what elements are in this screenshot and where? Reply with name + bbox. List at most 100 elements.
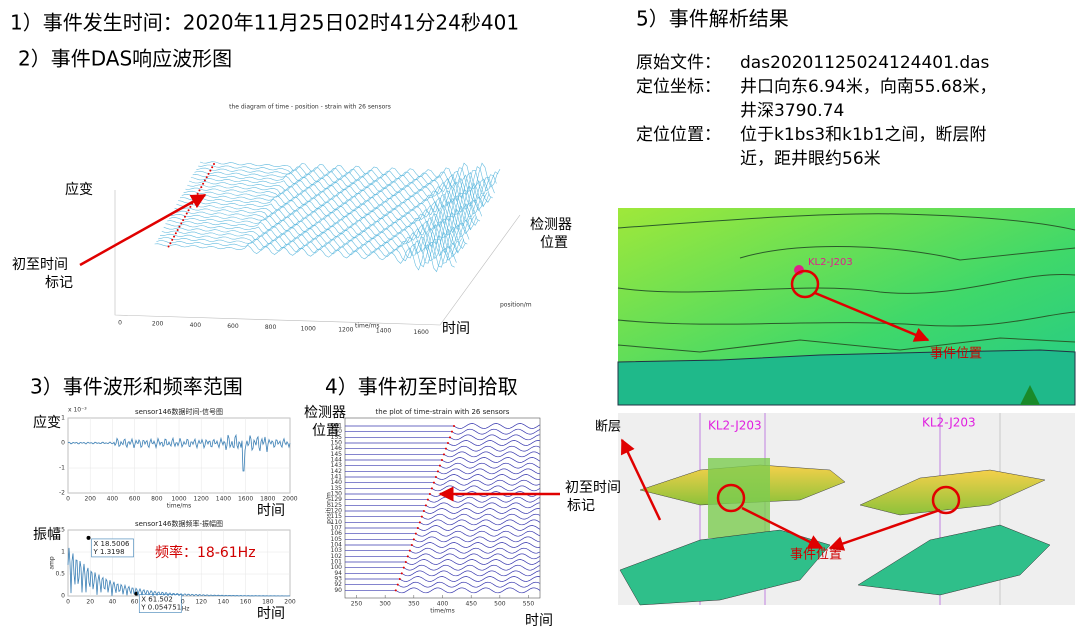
- waveform: [345, 581, 541, 588]
- waveform: [161, 230, 463, 260]
- waveform: [345, 570, 541, 577]
- datatip-point: [86, 535, 91, 540]
- bottom-label: 时间: [257, 503, 285, 519]
- arrival-label: 初至时间: [565, 479, 621, 496]
- y-tick-label: 1: [61, 549, 65, 556]
- y-tick-label: 1.5: [55, 527, 65, 534]
- y-tick-label: 141: [331, 474, 343, 481]
- detector-label: 检测器: [530, 217, 572, 233]
- plot-title: the diagram of time - position - strain …: [229, 104, 391, 111]
- waveform: [345, 553, 541, 560]
- y-tick-label: 143: [331, 462, 343, 469]
- event-label: 事件位置: [930, 347, 982, 362]
- waveform: [345, 508, 541, 514]
- y-tick-label: 130: [331, 491, 343, 498]
- y-tick-label: 161: [331, 423, 343, 430]
- x-tick-label: 400: [437, 601, 449, 608]
- pick-marker: [202, 182, 205, 185]
- y-unit: x 10⁻³: [68, 407, 87, 414]
- arrow: [79, 193, 207, 267]
- das-heading: 2）事件DAS响应波形图: [18, 47, 232, 71]
- side-label: 振幅: [33, 527, 61, 543]
- y-tick-label: 135: [331, 485, 343, 492]
- x-tick-label: 500: [494, 601, 506, 608]
- pick-marker: [205, 176, 208, 179]
- waveform: [345, 536, 541, 543]
- pick-marker: [174, 232, 177, 235]
- pick-marker: [167, 245, 170, 248]
- x-tick-label: 350: [408, 601, 420, 608]
- waveform: [190, 177, 492, 207]
- y-tick-label: 0.5: [55, 571, 65, 578]
- x-tick-label: 400: [190, 322, 202, 329]
- result-label: 原始文件：: [636, 53, 721, 73]
- x-tick-label: 120: [195, 599, 207, 606]
- pick-marker: [406, 555, 409, 558]
- waveform: [174, 207, 475, 237]
- x-tick-label: 800: [151, 496, 163, 503]
- pick-marker: [173, 235, 176, 238]
- x-tick-label: 550: [523, 601, 535, 608]
- x-tick-label: 2000: [282, 496, 297, 503]
- x-tick-label: 20: [86, 599, 94, 606]
- waveform: [199, 161, 501, 190]
- datatip-text: X 18.5006: [94, 540, 131, 548]
- x-tick-label: 60: [131, 599, 139, 606]
- time-label: 时间: [442, 321, 470, 337]
- pick-marker: [182, 219, 185, 222]
- das-3d-plot: the diagram of time - position - strain …: [12, 104, 572, 338]
- plot-title: sensor146数据时间-信号图: [135, 407, 223, 416]
- pick-marker: [213, 163, 215, 165]
- waveform: [192, 174, 493, 204]
- x-tick-label: 200: [84, 496, 96, 503]
- datatip-box: [91, 538, 134, 558]
- waveform: [345, 502, 541, 509]
- y-tick-label: 125: [331, 502, 343, 509]
- pick-marker: [194, 196, 197, 198]
- pick-marker: [424, 504, 427, 507]
- fault-label: 断层: [595, 420, 621, 435]
- waveform: [345, 434, 541, 441]
- x-tick-label: 160: [240, 599, 252, 606]
- waveform: [194, 170, 495, 199]
- depth-axis-label: position/m: [500, 302, 532, 309]
- waveform: [67, 547, 290, 598]
- y-tick-label: 101: [331, 559, 343, 566]
- x-tick-label: 1000: [171, 496, 186, 503]
- arrival-label: 标记: [45, 275, 73, 291]
- well-label: KL2-J203: [708, 419, 762, 433]
- x-tick-label: 0: [66, 599, 70, 606]
- x-tick-label: 1800: [260, 496, 275, 503]
- x-tick-label: 1400: [376, 328, 391, 335]
- waveform: [345, 423, 541, 429]
- datatip-text: Y 1.3198: [93, 548, 125, 556]
- y-tick-label: 102: [331, 553, 343, 560]
- waveform: [167, 220, 468, 250]
- x-tick-label: 1200: [338, 327, 353, 334]
- side-label: 检测器: [304, 405, 346, 421]
- y-tick-label: 106: [331, 530, 343, 537]
- waveform: [345, 587, 541, 594]
- waveform: [345, 530, 541, 537]
- wave-heading: 3）事件波形和频率范围: [30, 375, 243, 399]
- y-tick-label: 142: [331, 468, 343, 475]
- pick-marker: [200, 186, 203, 189]
- y-tick-label: 144: [331, 457, 343, 464]
- pick-marker: [203, 179, 206, 182]
- pick-marker: [402, 566, 405, 569]
- pick-marker: [412, 538, 415, 541]
- y-tick-label: 145: [331, 451, 343, 458]
- pick-marker: [448, 436, 451, 439]
- pick-marker: [183, 215, 186, 218]
- strain-label: 应变: [65, 181, 93, 198]
- waveform: [67, 433, 291, 472]
- waveform: [345, 428, 541, 435]
- y-tick-label: 129: [331, 496, 343, 503]
- pick-marker: [211, 166, 214, 169]
- axis: [114, 190, 521, 326]
- arrival-label: 标记: [567, 498, 595, 514]
- bottom-label: 时间: [257, 606, 285, 622]
- pick-marker: [180, 222, 183, 225]
